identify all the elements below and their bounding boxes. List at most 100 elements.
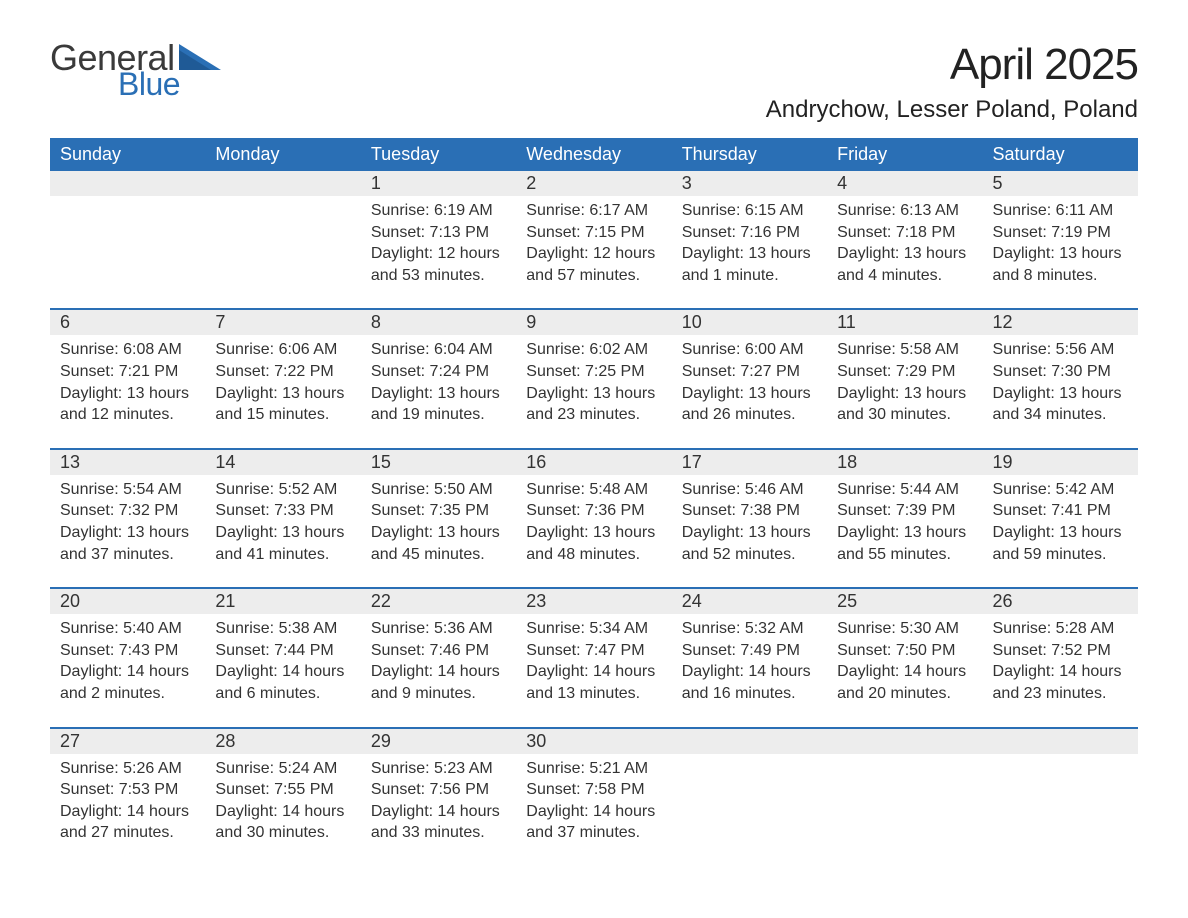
sunrise-line: Sunrise: 5:36 AM — [371, 618, 506, 640]
location-text: Andrychow, Lesser Poland, Poland — [766, 96, 1138, 124]
day-content-cell: Sunrise: 5:44 AMSunset: 7:39 PMDaylight:… — [827, 475, 982, 588]
sunset-line: Sunset: 7:33 PM — [215, 500, 350, 522]
day-content-cell: Sunrise: 5:56 AMSunset: 7:30 PMDaylight:… — [983, 335, 1138, 448]
sunrise-line: Sunrise: 6:04 AM — [371, 339, 506, 361]
sunset-line: Sunset: 7:53 PM — [60, 779, 195, 801]
daylight-line: Daylight: 12 hours and 57 minutes. — [526, 243, 661, 286]
daylight-line: Daylight: 13 hours and 4 minutes. — [837, 243, 972, 286]
day-number-row: 6789101112 — [50, 309, 1138, 335]
day-content-cell: Sunrise: 6:13 AMSunset: 7:18 PMDaylight:… — [827, 196, 982, 309]
day-content-cell: Sunrise: 6:02 AMSunset: 7:25 PMDaylight:… — [516, 335, 671, 448]
daylight-line: Daylight: 13 hours and 45 minutes. — [371, 522, 506, 565]
day-content-cell: Sunrise: 5:58 AMSunset: 7:29 PMDaylight:… — [827, 335, 982, 448]
day-number-cell: 28 — [205, 728, 360, 754]
sunset-line: Sunset: 7:24 PM — [371, 361, 506, 383]
sunrise-line: Sunrise: 5:34 AM — [526, 618, 661, 640]
day-content-cell: Sunrise: 6:06 AMSunset: 7:22 PMDaylight:… — [205, 335, 360, 448]
sunrise-line: Sunrise: 6:13 AM — [837, 200, 972, 222]
sunrise-line: Sunrise: 5:28 AM — [993, 618, 1128, 640]
daylight-line: Daylight: 14 hours and 33 minutes. — [371, 801, 506, 844]
sunset-line: Sunset: 7:15 PM — [526, 222, 661, 244]
day-content-row: Sunrise: 5:26 AMSunset: 7:53 PMDaylight:… — [50, 754, 1138, 866]
daylight-line: Daylight: 14 hours and 16 minutes. — [682, 661, 817, 704]
daylight-line: Daylight: 14 hours and 2 minutes. — [60, 661, 195, 704]
day-content-cell: Sunrise: 6:11 AMSunset: 7:19 PMDaylight:… — [983, 196, 1138, 309]
daylight-line: Daylight: 13 hours and 12 minutes. — [60, 383, 195, 426]
day-content-cell: Sunrise: 6:17 AMSunset: 7:15 PMDaylight:… — [516, 196, 671, 309]
sunset-line: Sunset: 7:49 PM — [682, 640, 817, 662]
calendar-body: 12345 Sunrise: 6:19 AMSunset: 7:13 PMDay… — [50, 171, 1138, 866]
day-content-cell: Sunrise: 6:19 AMSunset: 7:13 PMDaylight:… — [361, 196, 516, 309]
day-content-cell: Sunrise: 5:21 AMSunset: 7:58 PMDaylight:… — [516, 754, 671, 866]
day-number-cell: 17 — [672, 449, 827, 475]
day-number-row: 20212223242526 — [50, 588, 1138, 614]
day-number-cell: 22 — [361, 588, 516, 614]
logo: General Blue — [50, 40, 221, 100]
daylight-line: Daylight: 13 hours and 8 minutes. — [993, 243, 1128, 286]
day-content-cell — [205, 196, 360, 309]
daylight-line: Daylight: 13 hours and 34 minutes. — [993, 383, 1128, 426]
sunrise-line: Sunrise: 6:00 AM — [682, 339, 817, 361]
day-content-row: Sunrise: 5:40 AMSunset: 7:43 PMDaylight:… — [50, 614, 1138, 727]
daylight-line: Daylight: 14 hours and 30 minutes. — [215, 801, 350, 844]
sunrise-line: Sunrise: 5:38 AM — [215, 618, 350, 640]
daylight-line: Daylight: 14 hours and 13 minutes. — [526, 661, 661, 704]
title-block: April 2025 Andrychow, Lesser Poland, Pol… — [766, 40, 1138, 124]
day-number-cell: 20 — [50, 588, 205, 614]
day-number-cell — [983, 728, 1138, 754]
sunset-line: Sunset: 7:50 PM — [837, 640, 972, 662]
weekday-header: Thursday — [672, 138, 827, 171]
sunrise-line: Sunrise: 5:32 AM — [682, 618, 817, 640]
day-number-cell: 5 — [983, 171, 1138, 196]
sunrise-line: Sunrise: 5:44 AM — [837, 479, 972, 501]
sunset-line: Sunset: 7:22 PM — [215, 361, 350, 383]
day-number-cell: 13 — [50, 449, 205, 475]
daylight-line: Daylight: 13 hours and 30 minutes. — [837, 383, 972, 426]
sunset-line: Sunset: 7:36 PM — [526, 500, 661, 522]
sunset-line: Sunset: 7:43 PM — [60, 640, 195, 662]
weekday-header: Tuesday — [361, 138, 516, 171]
day-number-cell: 18 — [827, 449, 982, 475]
day-number-cell: 21 — [205, 588, 360, 614]
day-number-cell: 10 — [672, 309, 827, 335]
day-content-cell: Sunrise: 5:34 AMSunset: 7:47 PMDaylight:… — [516, 614, 671, 727]
sunset-line: Sunset: 7:29 PM — [837, 361, 972, 383]
daylight-line: Daylight: 13 hours and 23 minutes. — [526, 383, 661, 426]
day-content-cell: Sunrise: 5:54 AMSunset: 7:32 PMDaylight:… — [50, 475, 205, 588]
sunset-line: Sunset: 7:21 PM — [60, 361, 195, 383]
day-content-cell: Sunrise: 6:04 AMSunset: 7:24 PMDaylight:… — [361, 335, 516, 448]
sunset-line: Sunset: 7:16 PM — [682, 222, 817, 244]
day-number-cell — [205, 171, 360, 196]
sunset-line: Sunset: 7:25 PM — [526, 361, 661, 383]
day-number-cell: 15 — [361, 449, 516, 475]
day-number-cell: 26 — [983, 588, 1138, 614]
sunrise-line: Sunrise: 5:50 AM — [371, 479, 506, 501]
sunrise-line: Sunrise: 6:19 AM — [371, 200, 506, 222]
sunrise-line: Sunrise: 6:11 AM — [993, 200, 1128, 222]
day-content-cell: Sunrise: 5:24 AMSunset: 7:55 PMDaylight:… — [205, 754, 360, 866]
sunset-line: Sunset: 7:55 PM — [215, 779, 350, 801]
weekday-header: Sunday — [50, 138, 205, 171]
daylight-line: Daylight: 14 hours and 23 minutes. — [993, 661, 1128, 704]
daylight-line: Daylight: 12 hours and 53 minutes. — [371, 243, 506, 286]
sunset-line: Sunset: 7:32 PM — [60, 500, 195, 522]
day-content-cell — [983, 754, 1138, 866]
daylight-line: Daylight: 13 hours and 15 minutes. — [215, 383, 350, 426]
day-number-cell: 30 — [516, 728, 671, 754]
day-number-cell: 24 — [672, 588, 827, 614]
daylight-line: Daylight: 13 hours and 41 minutes. — [215, 522, 350, 565]
calendar-table: Sunday Monday Tuesday Wednesday Thursday… — [50, 138, 1138, 866]
daylight-line: Daylight: 14 hours and 27 minutes. — [60, 801, 195, 844]
sunrise-line: Sunrise: 6:15 AM — [682, 200, 817, 222]
day-content-row: Sunrise: 6:19 AMSunset: 7:13 PMDaylight:… — [50, 196, 1138, 309]
day-content-cell — [672, 754, 827, 866]
daylight-line: Daylight: 14 hours and 37 minutes. — [526, 801, 661, 844]
sunrise-line: Sunrise: 5:26 AM — [60, 758, 195, 780]
day-number-cell: 29 — [361, 728, 516, 754]
day-number-cell: 4 — [827, 171, 982, 196]
day-content-cell: Sunrise: 5:40 AMSunset: 7:43 PMDaylight:… — [50, 614, 205, 727]
sunrise-line: Sunrise: 5:24 AM — [215, 758, 350, 780]
daylight-line: Daylight: 13 hours and 19 minutes. — [371, 383, 506, 426]
sunrise-line: Sunrise: 5:21 AM — [526, 758, 661, 780]
day-content-row: Sunrise: 6:08 AMSunset: 7:21 PMDaylight:… — [50, 335, 1138, 448]
